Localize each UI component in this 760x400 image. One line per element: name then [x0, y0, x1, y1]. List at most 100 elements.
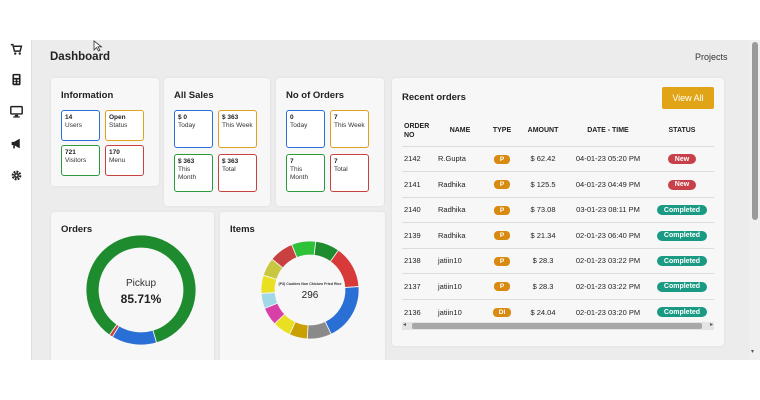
sales-month-label: This Month: [178, 166, 197, 181]
scroll-right-icon[interactable]: ▸: [709, 322, 713, 328]
orders-today-label: Today: [290, 122, 308, 129]
orders-week-value: 7: [334, 114, 338, 121]
visitors-tile[interactable]: 721 Visitors: [61, 145, 100, 176]
sales-month-tile[interactable]: $ 363 This Month: [174, 154, 213, 192]
orders-week-tile[interactable]: 7 This Week: [330, 110, 369, 148]
amount-cell: $ 62.42: [520, 145, 566, 172]
information-title: Information: [61, 90, 114, 101]
table-header-row: ORDER NO NAME TYPE AMOUNT DATE - TIME ST…: [402, 116, 714, 146]
orders-today-tile[interactable]: 0 Today: [286, 110, 325, 148]
orders-total-tile[interactable]: 7 Total: [330, 154, 369, 192]
type-badge: P: [493, 231, 511, 241]
users-tile[interactable]: 14 Users: [61, 110, 100, 141]
items-center-label: (P3) Cookies Non Chicken Fried Rice: [278, 282, 341, 286]
type-cell: P: [484, 273, 520, 299]
orders-donut-chart: Pickup 85.71%: [85, 234, 197, 346]
menu-tile[interactable]: 170 Menu: [105, 145, 144, 176]
visitors-label: Visitors: [65, 157, 87, 164]
users-value: 14: [65, 114, 73, 121]
status-badge: Completed: [656, 205, 708, 215]
projects-link[interactable]: Projects: [695, 52, 728, 62]
monitor-icon[interactable]: [9, 104, 23, 118]
sales-total-value: $ 363: [222, 158, 239, 165]
order-no-cell: 2141: [402, 171, 436, 197]
table-row[interactable]: 2136 jatiin10 DI $ 24.04 02-01-23 03:20 PM Co…: [402, 298, 714, 325]
status-badge: Completed: [656, 307, 708, 318]
page-title: Dashboard: [50, 51, 111, 63]
table-row[interactable]: 2140 Radhika P $ 73.08 03-01-23 08:11 PM Comp…: [402, 196, 714, 223]
datetime-cell: 02-01-23 03:22 PM: [566, 273, 650, 299]
amount-cell: $ 125.5: [520, 171, 566, 197]
col-type[interactable]: TYPE: [492, 127, 512, 135]
name-cell: jatiin10: [436, 298, 484, 325]
orders-slice-0[interactable]: [85, 234, 197, 344]
type-cell: P: [484, 145, 520, 172]
megaphone-icon[interactable]: [9, 136, 23, 150]
table-row[interactable]: 2142 R.Gupta P $ 62.42 04-01-23 05:20 PM New: [402, 145, 714, 172]
type-badge: P: [493, 205, 511, 215]
recent-orders-title: Recent orders: [402, 92, 466, 103]
order-no-cell: 2142: [402, 145, 436, 172]
type-badge: P: [493, 282, 511, 292]
col-amount[interactable]: AMOUNT: [527, 127, 559, 135]
datetime-cell: 02-01-23 06:40 PM: [566, 222, 650, 248]
scroll-left-icon[interactable]: ◂: [403, 322, 407, 328]
orders-slice-2[interactable]: [108, 323, 120, 338]
calculator-icon[interactable]: [9, 72, 23, 86]
information-card: Information 14 Users Open Status 721 Vis…: [51, 78, 159, 186]
type-cell: P: [484, 171, 520, 197]
table-row[interactable]: 2138 jatiin10 P $ 28.3 02-01-23 03:22 PM Comp…: [402, 247, 714, 274]
orders-center-label: Pickup: [126, 278, 156, 289]
table-row[interactable]: 2139 Radhika P $ 21.34 02-01-23 06:40 PM Comp…: [402, 222, 714, 248]
order-no-cell: 2139: [402, 222, 436, 248]
mouse-cursor-icon: [93, 40, 103, 52]
sales-week-tile[interactable]: $ 363 This Week: [218, 110, 257, 148]
items-chart-card: Items (P3) Cookies Non Chicken Fried Ric…: [220, 212, 385, 360]
orders-total-label: Total: [334, 166, 348, 173]
table-row[interactable]: 2137 jatiin10 P $ 28.3 02-01-23 03:22 PM Comp…: [402, 273, 714, 299]
name-cell: jatiin10: [436, 273, 484, 299]
amount-cell: $ 28.3: [520, 247, 566, 274]
sales-month-value: $ 363: [178, 158, 195, 165]
no-of-orders-title: No of Orders: [286, 90, 345, 101]
scroll-down-icon[interactable]: ▾: [751, 349, 755, 355]
cart-icon[interactable]: [9, 42, 23, 56]
table-row[interactable]: 2141 Radhika P $ 125.5 04-01-23 04:49 PM New: [402, 171, 714, 197]
sales-total-tile[interactable]: $ 363 Total: [218, 154, 257, 192]
status-badge: Completed: [656, 256, 708, 266]
all-sales-title: All Sales: [174, 90, 214, 101]
horizontal-scrollbar[interactable]: ◂ ▸: [402, 322, 714, 330]
orders-week-label: This Week: [334, 122, 365, 129]
orders-today-value: 0: [290, 114, 294, 121]
items-slice-11[interactable]: [271, 244, 298, 269]
sales-week-value: $ 363: [222, 114, 239, 121]
vertical-scrollbar[interactable]: ▾: [750, 40, 760, 360]
sales-today-tile[interactable]: $ 0 Today: [174, 110, 213, 148]
orders-month-tile[interactable]: 7 This Month: [286, 154, 325, 192]
datetime-cell: 02-01-23 03:20 PM: [566, 298, 650, 325]
col-order-no[interactable]: ORDER NO: [404, 122, 430, 139]
type-badge: P: [493, 256, 511, 266]
type-badge: P: [493, 180, 511, 190]
status-tile[interactable]: Open Status: [105, 110, 144, 141]
col-date-time[interactable]: DATE - TIME: [587, 127, 629, 135]
col-status[interactable]: STATUS: [668, 127, 696, 135]
status-label: Status: [109, 122, 128, 129]
order-no-cell: 2136: [402, 298, 436, 325]
orders-donut-hole: [100, 249, 182, 331]
type-cell: P: [484, 196, 520, 223]
gear-icon[interactable]: [9, 168, 23, 182]
vertical-scroll-thumb[interactable]: [752, 42, 758, 220]
datetime-cell: 04-01-23 04:49 PM: [566, 171, 650, 197]
datetime-cell: 03-01-23 08:11 PM: [566, 196, 650, 223]
status-cell: New: [650, 145, 714, 172]
app-frame: Dashboard Projects Information 14 Users …: [0, 40, 760, 360]
sales-total-label: Total: [222, 166, 236, 173]
order-no-cell: 2140: [402, 196, 436, 223]
no-of-orders-card: No of Orders 0 Today 7 This Week 7 This …: [276, 78, 384, 206]
col-name[interactable]: NAME: [449, 127, 471, 135]
horizontal-scroll-thumb[interactable]: [412, 323, 702, 329]
status-badge: New: [667, 154, 697, 164]
status-badge: Completed: [656, 230, 708, 241]
view-all-button[interactable]: View All: [662, 87, 714, 109]
